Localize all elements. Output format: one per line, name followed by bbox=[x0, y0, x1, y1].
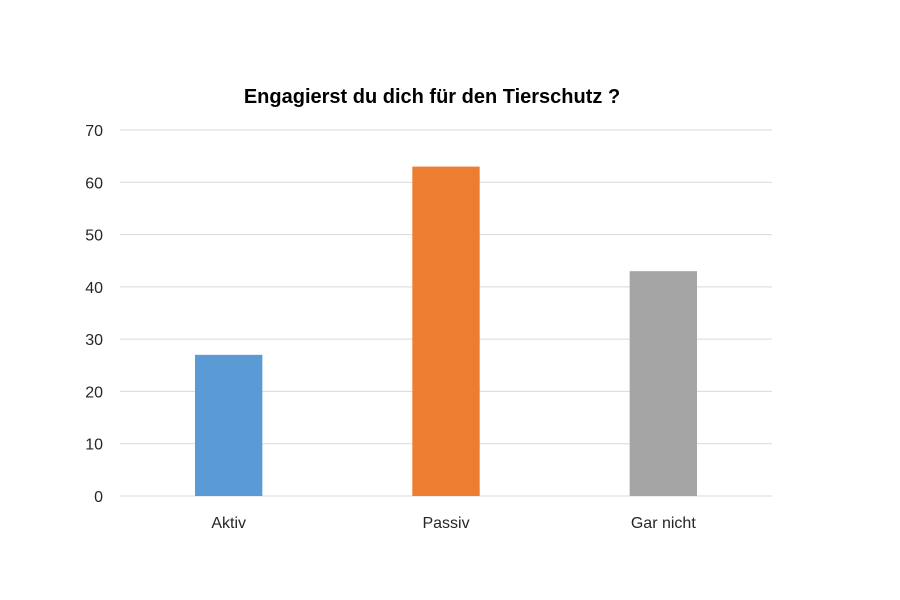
y-tick-label-0: 0 bbox=[94, 489, 103, 506]
x-axis-category-labels: Aktiv Passiv Gar nicht bbox=[211, 515, 696, 532]
x-category-label-2: Gar nicht bbox=[631, 515, 696, 532]
x-category-label-1: Passiv bbox=[422, 515, 469, 532]
y-tick-label-6: 60 bbox=[85, 175, 103, 192]
y-tick-label-5: 50 bbox=[85, 228, 103, 245]
y-axis-tick-labels: 0 10 20 30 40 50 60 70 bbox=[85, 123, 103, 506]
chart-title: Engagierst du dich für den Tierschutz ? bbox=[244, 86, 620, 108]
bar-gar-nicht bbox=[629, 271, 698, 496]
bar-passiv bbox=[412, 166, 480, 496]
x-category-label-0: Aktiv bbox=[211, 515, 246, 532]
y-tick-label-2: 20 bbox=[85, 384, 103, 401]
y-tick-label-4: 40 bbox=[85, 280, 103, 297]
y-tick-label-1: 10 bbox=[85, 437, 103, 454]
bar-aktiv bbox=[194, 354, 263, 496]
y-tick-label-3: 30 bbox=[85, 332, 103, 349]
y-tick-label-7: 70 bbox=[85, 123, 103, 140]
bars bbox=[194, 166, 698, 496]
